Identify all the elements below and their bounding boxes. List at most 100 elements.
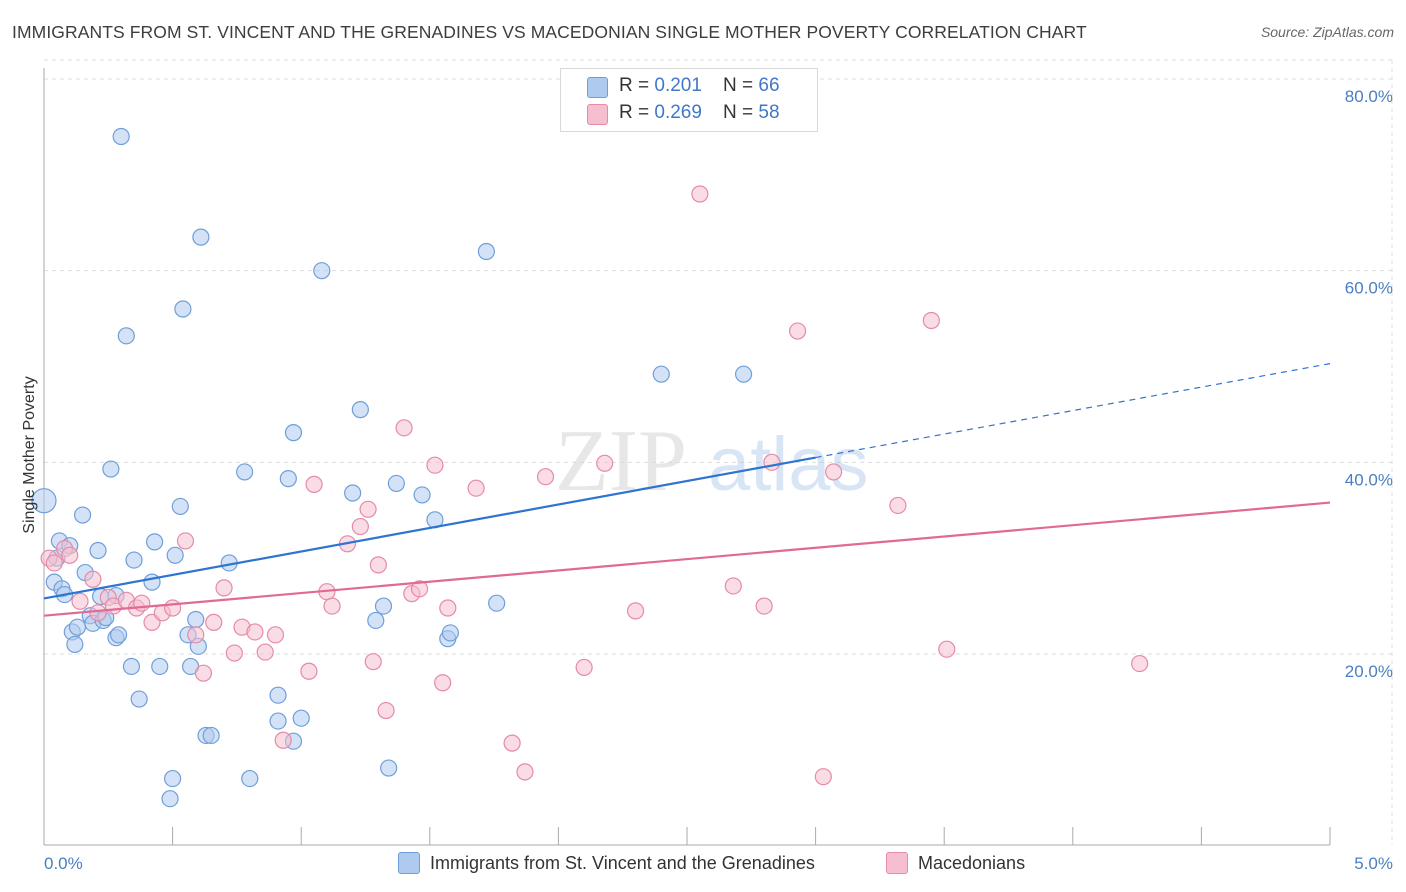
bottom-legend-label: Immigrants from St. Vincent and the Gren… xyxy=(430,852,815,873)
data-point xyxy=(477,242,495,261)
data-point xyxy=(488,594,506,612)
data-point xyxy=(61,546,79,564)
data-point xyxy=(313,262,331,280)
data-point xyxy=(194,664,213,682)
data-point xyxy=(441,624,459,642)
data-point xyxy=(755,597,773,615)
data-point xyxy=(724,577,742,595)
trend-lines xyxy=(43,363,1331,617)
axes xyxy=(43,68,1331,846)
bottom-legend-macedonians: Macedonians xyxy=(886,852,1026,875)
data-point xyxy=(467,479,485,497)
trend-line xyxy=(43,501,1331,617)
chart-title: IMMIGRANTS FROM ST. VINCENT AND THE GREN… xyxy=(12,22,1087,42)
data-point xyxy=(109,626,128,644)
data-point xyxy=(763,453,781,471)
data-point xyxy=(344,484,362,502)
source-credit: Source: ZipAtlas.com xyxy=(1260,24,1394,40)
data-point xyxy=(300,662,318,680)
data-point xyxy=(130,690,148,708)
legend-n-label: N = xyxy=(723,102,759,123)
y-tick-label: 40.0% xyxy=(1345,470,1393,489)
data-point xyxy=(734,365,753,383)
data-point xyxy=(889,496,907,515)
y-tick-label: 20.0% xyxy=(1345,662,1393,681)
data-point xyxy=(71,592,89,610)
data-point xyxy=(359,500,377,518)
data-point xyxy=(503,734,521,752)
data-point xyxy=(266,626,285,644)
data-point xyxy=(164,599,182,617)
data-point xyxy=(187,626,205,644)
data-point xyxy=(439,599,457,617)
data-point xyxy=(323,597,341,615)
data-point xyxy=(596,454,614,472)
y-axis-label: Single Mother Poverty xyxy=(21,376,38,533)
data-point xyxy=(246,623,264,641)
legend-n-value: 58 xyxy=(758,102,780,123)
data-point xyxy=(575,658,593,677)
tick-labels: 20.0% 40.0% 60.0% 80.0% 0.0% 5.0% xyxy=(44,87,1393,873)
data-point xyxy=(516,763,534,781)
bottom-legend-label: Macedonians xyxy=(918,852,1026,873)
watermark-zip: ZIP xyxy=(555,413,687,510)
data-point xyxy=(305,475,323,493)
legend-r-label: R = xyxy=(619,102,655,123)
data-point xyxy=(164,769,182,788)
legend-r-value: 0.269 xyxy=(654,102,702,123)
watermark: ZIP atlas xyxy=(555,413,869,510)
data-point xyxy=(125,551,143,569)
data-point xyxy=(1131,654,1149,673)
data-point xyxy=(205,613,223,631)
data-point xyxy=(413,486,431,504)
legend-swatch-pink xyxy=(587,104,608,125)
series-immigrants-points xyxy=(31,127,753,808)
data-point xyxy=(89,604,107,622)
data-point xyxy=(825,463,843,481)
data-point xyxy=(102,460,120,478)
data-point xyxy=(395,419,413,437)
data-point xyxy=(369,556,387,574)
data-point xyxy=(256,643,274,661)
bottom-legend-immigrants: Immigrants from St. Vincent and the Gren… xyxy=(398,852,815,875)
data-point xyxy=(31,488,57,514)
data-point xyxy=(536,468,555,486)
x-tick-label: 0.0% xyxy=(44,854,83,873)
data-point xyxy=(202,726,220,745)
y-tick-label: 80.0% xyxy=(1345,87,1393,106)
grid-lines xyxy=(44,59,1393,845)
data-point xyxy=(145,533,164,551)
data-point xyxy=(143,573,161,591)
data-point xyxy=(117,327,135,345)
data-point xyxy=(225,644,243,662)
data-point xyxy=(241,769,259,788)
data-point xyxy=(691,185,709,203)
data-point xyxy=(374,597,393,615)
data-point xyxy=(187,610,205,629)
data-point xyxy=(84,570,102,588)
data-point xyxy=(45,554,63,572)
data-point xyxy=(176,532,195,550)
data-point xyxy=(351,401,369,419)
x-tick-label: 5.0% xyxy=(1354,854,1393,873)
data-point xyxy=(151,657,169,676)
data-point xyxy=(236,463,254,481)
data-point xyxy=(174,300,192,318)
data-point xyxy=(112,127,130,146)
data-point xyxy=(788,322,807,340)
data-point xyxy=(351,517,369,536)
data-point xyxy=(426,456,444,474)
watermark-atlas: atlas xyxy=(708,422,869,507)
data-point xyxy=(377,701,395,720)
data-point xyxy=(89,541,107,560)
data-point xyxy=(215,579,233,597)
legend-r-value: 0.201 xyxy=(654,75,702,96)
data-point xyxy=(434,674,452,692)
data-point xyxy=(269,712,287,730)
data-point xyxy=(814,768,832,786)
legend-r-label: R = xyxy=(619,75,655,96)
data-point xyxy=(652,365,670,383)
data-point xyxy=(161,790,179,808)
data-point xyxy=(380,759,398,777)
trend-line xyxy=(43,456,816,600)
